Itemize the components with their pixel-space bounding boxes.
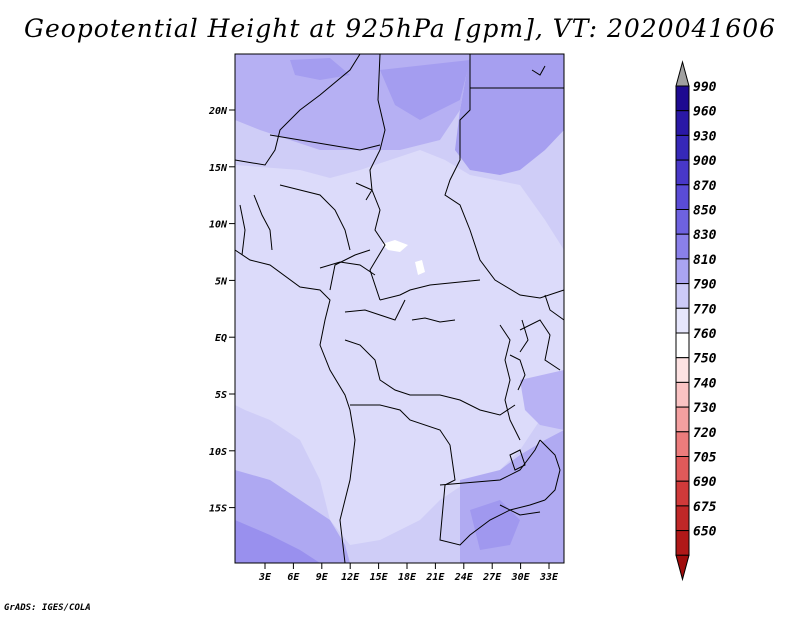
fill-830-e (520, 370, 564, 430)
map-panel (234, 53, 565, 564)
colorbar-label: 990 (693, 80, 717, 95)
fill-830-n-patch2 (380, 60, 470, 120)
fill-830-sw-corner (235, 520, 320, 563)
colorbar-swatch (675, 431, 690, 457)
lon-tick-label: 6E (287, 572, 300, 583)
colorbar: 990 960 930 900 870 850 830 810 790 770 760 750 740 7… (675, 60, 717, 582)
fill-830-n-patch (290, 58, 350, 80)
colorbar-label: 760 (693, 327, 717, 342)
lon-tick-label: 33E (539, 572, 559, 583)
longitude-axis: 3E 6E 9E 12E 15E 18E 21E 24E 27E 30E 33E (258, 563, 559, 583)
colorbar-swatch (675, 530, 690, 556)
colorbar-top-arrow (675, 60, 690, 87)
colorbar-label: 810 (693, 253, 717, 268)
lat-tick-label: 5S (215, 390, 227, 401)
fill-830-se (470, 500, 520, 550)
colorbar-label: 750 (693, 352, 717, 367)
colorbar-label: 960 (693, 105, 717, 120)
colorbar-label: 675 (693, 500, 717, 515)
fill-white-patch2 (415, 260, 425, 275)
colorbar-swatch (675, 159, 690, 186)
lon-tick-label: 9E (316, 572, 329, 583)
map-frame (234, 53, 565, 564)
colorbar-swatch (675, 283, 690, 309)
lon-tick-label: 15E (370, 572, 389, 583)
lon-tick-label: 24E (454, 572, 474, 583)
map-title: Geopotential Height at 925hPa [gpm], VT:… (23, 14, 777, 43)
colorbar-swatch (675, 184, 690, 211)
lon-tick-label: 30E (511, 572, 531, 583)
lat-tick-label: 10N (209, 220, 228, 231)
colorbar-swatch (675, 381, 690, 408)
colorbar-label: 830 (693, 228, 717, 243)
colorbar-label: 850 (693, 204, 717, 219)
colorbar-swatch (675, 134, 690, 161)
colorbar-label: 930 (693, 129, 717, 144)
colorbar-label: 790 (693, 278, 717, 293)
colorbar-label: 720 (693, 426, 717, 441)
colorbar-swatch (675, 85, 690, 112)
colorbar-swatch (675, 357, 690, 383)
fill-770-790 (235, 150, 564, 545)
colorbar-swatch (675, 332, 690, 359)
colorbar-swatch (675, 456, 690, 482)
colorbar-label: 650 (693, 525, 717, 540)
colorbar-swatch (675, 110, 690, 136)
lat-tick-label: 5N (215, 276, 228, 287)
colorbar-label: 870 (693, 179, 717, 194)
fill-810-830-ne (455, 54, 564, 175)
latitude-axis: 20N 15N 10N 5N EQ 5S 10S 15S (208, 106, 235, 515)
colorbar-swatch (675, 258, 690, 285)
colorbar-label: 705 (693, 451, 717, 466)
colorbar-label: 770 (693, 302, 717, 317)
lat-tick-label: 10S (209, 447, 227, 458)
lon-tick-label: 18E (398, 572, 417, 583)
lon-tick-label: 3E (258, 572, 272, 583)
lat-tick-label: 15N (209, 163, 228, 174)
colorbar-bottom-arrow (675, 554, 690, 582)
lon-tick-label: 27E (482, 572, 502, 583)
colorbar-label: 730 (693, 401, 717, 416)
colorbar-label: 900 (693, 154, 717, 169)
fill-white-patch (382, 240, 408, 252)
lat-tick-label: 20N (208, 106, 228, 117)
colorbar-label: 690 (693, 475, 717, 490)
colorbar-swatch (675, 480, 690, 507)
colorbar-swatch (675, 505, 690, 532)
lon-tick-label: 12E (341, 572, 360, 583)
colorbar-swatch (675, 209, 690, 235)
colorbar-swatch (675, 307, 690, 334)
colorbar-swatch (675, 406, 690, 433)
lat-tick-label: EQ (215, 333, 227, 344)
country-borders (234, 53, 565, 564)
colorbar-label: 740 (693, 376, 717, 391)
colorbar-swatch (675, 233, 690, 260)
lon-tick-label: 21E (425, 572, 445, 583)
credit-label: GrADS: IGES/COLA (4, 603, 91, 613)
lat-tick-label: 15S (209, 504, 227, 515)
